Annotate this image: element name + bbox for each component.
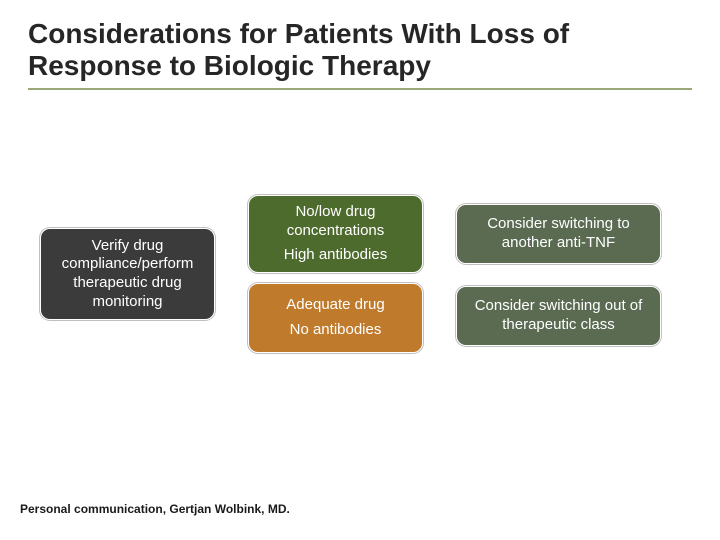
box-low-drug-high-antibodies: No/low drug concentrations High antibodi… bbox=[248, 195, 423, 273]
text-line: No/low drug bbox=[284, 203, 387, 222]
flow-diagram: Verify drug compliance/perform therapeut… bbox=[0, 190, 720, 390]
box-verify-compliance: Verify drug compliance/perform therapeut… bbox=[40, 228, 215, 320]
text-line: Consider switching out of bbox=[475, 297, 643, 316]
text-line: High antibodies bbox=[284, 246, 387, 265]
text-line: therapeutic drug bbox=[62, 274, 194, 293]
text-line: Verify drug bbox=[62, 237, 194, 256]
text-line: another anti-TNF bbox=[487, 234, 630, 253]
text-line: monitoring bbox=[62, 293, 194, 312]
text-line: therapeutic class bbox=[475, 316, 643, 335]
box-switch-anti-tnf: Consider switching to another anti-TNF bbox=[456, 204, 661, 264]
text-line: Adequate drug bbox=[286, 296, 384, 315]
text-line: compliance/perform bbox=[62, 255, 194, 274]
slide-title: Considerations for Patients With Loss of… bbox=[28, 18, 692, 82]
box-adequate-drug-no-antibodies: Adequate drug No antibodies bbox=[248, 283, 423, 353]
box-switch-class: Consider switching out of therapeutic cl… bbox=[456, 286, 661, 346]
title-rule bbox=[28, 88, 692, 90]
text-line: Consider switching to bbox=[487, 215, 630, 234]
text-line: concentrations bbox=[284, 222, 387, 241]
text-line: No antibodies bbox=[286, 321, 384, 340]
title-block: Considerations for Patients With Loss of… bbox=[0, 0, 720, 98]
footnote: Personal communication, Gertjan Wolbink,… bbox=[20, 502, 290, 516]
